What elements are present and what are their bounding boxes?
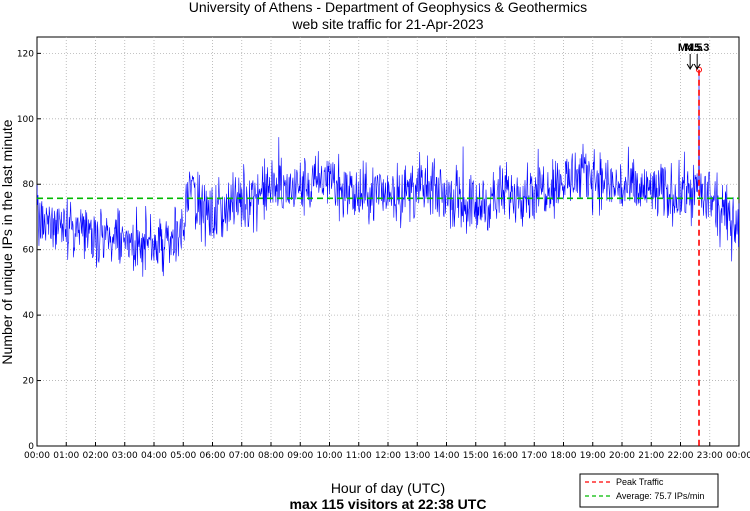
annotation-arrowhead	[686, 63, 694, 70]
chart-footer: max 115 visitors at 22:38 UTC	[290, 496, 487, 511]
y-tick-label: 80	[23, 180, 35, 190]
x-tick-label: 15:00	[463, 451, 489, 461]
x-tick-label: 06:00	[200, 451, 226, 461]
chart-subtitle: web site traffic for 21-Apr-2023	[291, 16, 483, 32]
x-tick-label: 05:00	[170, 451, 196, 461]
y-tick-label: 40	[23, 311, 35, 321]
x-tick-label: 00:00	[726, 451, 750, 461]
annotation-label: M4.5	[678, 42, 702, 54]
annotation-group: M4.5M5.3	[678, 42, 709, 70]
x-tick-label: 14:00	[434, 451, 460, 461]
x-tick-label: 21:00	[638, 451, 664, 461]
x-tick-label: 07:00	[229, 451, 255, 461]
y-tick-label: 20	[23, 377, 35, 387]
legend: Peak Traffic Average: 75.7 IPs/min	[579, 473, 719, 508]
x-tick-label: 22:00	[668, 451, 694, 461]
x-tick-label: 13:00	[404, 451, 430, 461]
x-tick-label: 03:00	[112, 451, 138, 461]
x-axis-label: Hour of day (UTC)	[331, 480, 445, 496]
x-tick-label: 08:00	[258, 451, 284, 461]
series-line	[36, 69, 740, 277]
chart-title: University of Athens - Department of Geo…	[189, 0, 587, 15]
x-tick-label: 02:00	[83, 451, 109, 461]
x-tick-label: 17:00	[521, 451, 547, 461]
series-group	[36, 69, 740, 277]
x-tick-label: 01:00	[53, 451, 79, 461]
x-tick-label: 04:00	[141, 451, 167, 461]
y-tick-label: 60	[23, 246, 35, 256]
y-axis-ticks: 0 20 40 60 80 100 120	[17, 49, 41, 452]
legend-box	[579, 473, 719, 508]
legend-peak-label: Peak Traffic	[616, 477, 664, 487]
legend-average-label: Average: 75.7 IPs/min	[616, 491, 704, 501]
x-axis-ticks: 00:00 01:00 02:00 03:00 04:00 05:00 06:00 07:00…	[24, 442, 750, 461]
annotation-arrowhead	[693, 63, 701, 70]
x-tick-label: 10:00	[317, 451, 343, 461]
x-tick-label: 16:00	[492, 451, 518, 461]
x-tick-label: 11:00	[346, 451, 372, 461]
x-tick-label: 00:00	[24, 451, 50, 461]
annotation-label: M5.3	[685, 42, 709, 54]
y-tick-label: 0	[28, 442, 34, 452]
reference-lines	[37, 66, 739, 446]
x-tick-label: 19:00	[580, 451, 606, 461]
x-tick-label: 20:00	[609, 451, 635, 461]
x-tick-label: 12:00	[375, 451, 401, 461]
y-tick-label: 100	[17, 115, 34, 125]
x-tick-label: 23:00	[697, 451, 723, 461]
y-axis-label: Number of unique IPs in the last minute	[0, 119, 15, 364]
y-tick-label: 120	[17, 49, 34, 59]
x-tick-label: 09:00	[287, 451, 313, 461]
x-tick-label: 18:00	[551, 451, 577, 461]
peak-marker	[696, 66, 703, 73]
